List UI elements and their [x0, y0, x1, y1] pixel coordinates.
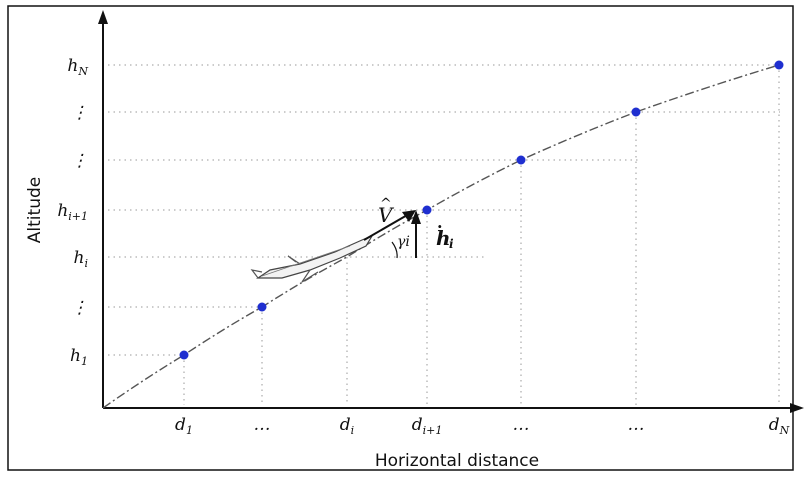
- y-tick-label: hi+1: [57, 201, 88, 223]
- y-tick-label: ⋮: [71, 151, 88, 171]
- climb-rate-dot: .: [437, 213, 443, 232]
- data-point: [631, 107, 641, 117]
- y-tick-label: ⋮: [71, 103, 88, 123]
- y-tick-label: h1: [70, 346, 88, 368]
- climb-rate-label: h: [436, 226, 451, 250]
- x-tick-label: dN: [769, 415, 790, 437]
- trajectory: [102, 64, 780, 409]
- gamma-label: γi: [397, 234, 410, 250]
- data-point: [422, 205, 432, 215]
- x-axis-arrow-icon: [790, 403, 804, 413]
- x-tick-label: di+1: [412, 415, 443, 437]
- y-axis-label: Altitude: [25, 177, 45, 243]
- data-point: [257, 302, 267, 312]
- y-tick-label: hN: [67, 56, 88, 78]
- data-points: [179, 60, 784, 360]
- tick-labels: d1 … di di+1 … … dN h1 ⋮ hi hi+1 ⋮ ⋮ hN: [57, 56, 789, 437]
- x-tick-label: d1: [175, 415, 193, 437]
- velocity-vector: [363, 213, 410, 241]
- data-point: [179, 350, 189, 360]
- trajectory-line: [102, 64, 780, 409]
- figure-border: [7, 5, 794, 471]
- velocity-hat: ^: [380, 196, 392, 212]
- x-tick-label: di: [340, 415, 354, 437]
- x-axis-label: Horizontal distance: [375, 451, 539, 471]
- y-axis-arrow-icon: [98, 10, 108, 24]
- grid: [108, 64, 780, 405]
- velocity-label: V: [378, 203, 395, 227]
- data-point: [774, 60, 784, 70]
- velocity-arrowhead-icon: [402, 210, 416, 222]
- data-point: [516, 155, 526, 165]
- x-tick-label: …: [628, 415, 645, 435]
- y-tick-label: ⋮: [71, 298, 88, 318]
- gamma-angle-arc: [391, 241, 398, 259]
- climb-rate-subscript: i: [449, 237, 454, 251]
- x-tick-label: …: [254, 415, 271, 435]
- x-tick-label: …: [513, 415, 530, 435]
- y-tick-label: hi: [74, 248, 88, 270]
- climb-arrowhead-icon: [411, 210, 421, 224]
